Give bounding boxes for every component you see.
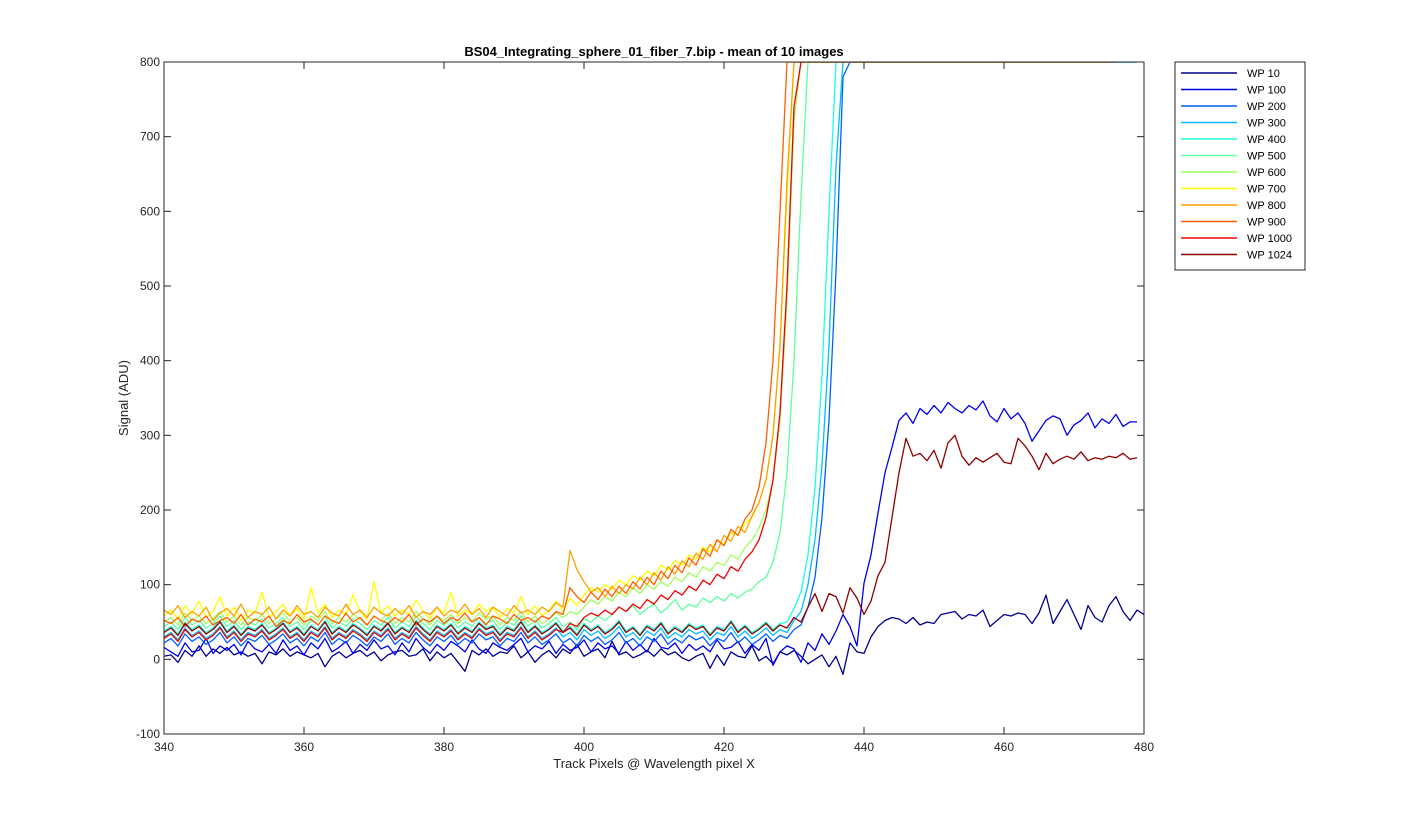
x-tick-label: 380 [434, 740, 454, 754]
legend-entry-label: WP 10 [1247, 68, 1280, 80]
x-axis-label: Track Pixels @ Wavelength pixel X [553, 756, 755, 771]
chart-title: BS04_Integrating_sphere_01_fiber_7.bip -… [464, 44, 843, 59]
legend-entry-label: WP 600 [1247, 167, 1286, 179]
legend-entry-label: WP 400 [1247, 134, 1286, 146]
x-tick-label: 400 [574, 740, 594, 754]
series-line-wp-900 [164, 62, 1116, 628]
y-tick-label: 100 [140, 578, 160, 592]
y-tick-label: 0 [153, 652, 160, 666]
series-line-wp-100 [164, 400, 1137, 666]
axis-ticks: 340 360 380 400 420 440 460 480 -100 0 100 200 300 40… [136, 55, 1154, 754]
legend-entry-label: WP 200 [1247, 101, 1286, 113]
legend-entry-label: WP 900 [1247, 217, 1286, 229]
y-tick-label: 800 [140, 55, 160, 69]
legend-entry-label: WP 700 [1247, 184, 1286, 196]
y-tick-label: 700 [140, 130, 160, 144]
y-tick-label: 400 [140, 354, 160, 368]
series-line-wp-1024 [164, 434, 1138, 637]
series-layer [164, 62, 1144, 675]
x-tick-label: 360 [294, 740, 314, 754]
legend-entry-label: WP 1000 [1247, 233, 1292, 245]
series-line-wp-1000 [164, 62, 1116, 643]
legend-box [1174, 61, 1306, 271]
y-axis-label: Signal (ADU) [116, 360, 131, 436]
y-tick-label: -100 [136, 727, 160, 741]
legend-entry-label: WP 500 [1247, 151, 1286, 163]
x-tick-label: 340 [154, 740, 174, 754]
legend-entry-label: WP 1024 [1247, 250, 1292, 262]
x-tick-label: 440 [854, 740, 874, 754]
series-line-wp-10 [164, 594, 1144, 675]
y-tick-label: 500 [140, 279, 160, 293]
series-line-wp-600 [164, 62, 1109, 626]
series-line-wp-300 [164, 62, 1137, 641]
series-line-wp-700 [164, 62, 1109, 622]
x-tick-label: 480 [1134, 740, 1154, 754]
legend-entry-label: WP 800 [1247, 200, 1286, 212]
series-line-wp-200 [164, 62, 1137, 647]
legend-entry-label: WP 300 [1247, 118, 1286, 130]
legend-entry-label: WP 100 [1247, 85, 1286, 97]
y-tick-label: 200 [140, 503, 160, 517]
y-tick-label: 300 [140, 428, 160, 442]
legend: WP 10 WP 100 WP 200 WP 300 WP 400 WP 500 WP 60… [1174, 61, 1306, 271]
x-tick-label: 460 [994, 740, 1014, 754]
series-line-wp-400 [164, 62, 1137, 635]
plot-area-frame [163, 61, 1145, 735]
y-tick-label: 600 [140, 204, 160, 218]
x-tick-label: 420 [714, 740, 734, 754]
series-line-wp-800 [164, 62, 1109, 622]
